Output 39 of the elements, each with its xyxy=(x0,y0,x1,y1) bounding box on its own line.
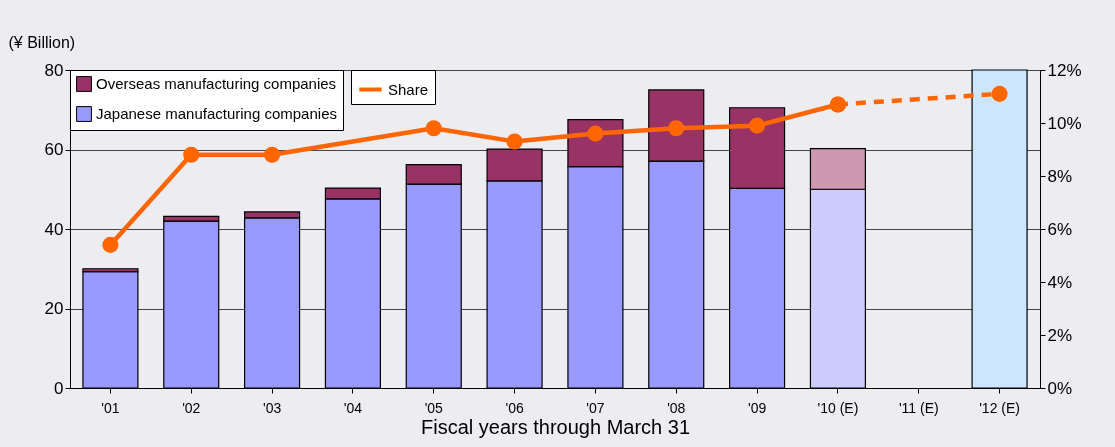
point xyxy=(264,146,281,163)
point xyxy=(183,146,200,163)
y-axis-title: (¥ Billion) xyxy=(8,33,76,51)
y-tick-label: 20 xyxy=(44,299,64,318)
y2-tick-label: 6% xyxy=(1047,219,1073,239)
y-tick-label: 0 xyxy=(54,378,64,398)
x-tick-label: '08 xyxy=(667,399,686,416)
y-tick-label: 60 xyxy=(44,140,64,159)
y2-tick-label: 8% xyxy=(1047,166,1073,186)
point xyxy=(668,120,685,137)
legend-label: Japanese manufacturing companies xyxy=(96,105,337,122)
x-tick-label: '04 xyxy=(343,399,363,416)
legend-label: Share xyxy=(388,80,429,98)
x-tick-label: '06 xyxy=(505,399,524,416)
x-tick-label: '09 xyxy=(747,399,767,416)
x-tick-label: '02 xyxy=(182,399,201,416)
point xyxy=(506,133,523,150)
y-tick-label: 40 xyxy=(44,219,64,239)
x-tick-label: '05 xyxy=(424,399,444,416)
x-tick-label: '10 (E) xyxy=(817,399,859,416)
point xyxy=(749,117,766,134)
x-tick-label: '12 (E) xyxy=(979,399,1020,416)
point xyxy=(991,85,1008,102)
y2-tick-label: 0% xyxy=(1047,378,1073,398)
point xyxy=(102,236,119,253)
x-tick-label: '07 xyxy=(586,399,605,416)
y2-tick-label: 12% xyxy=(1047,60,1082,80)
x-axis-title: Fiscal years through March 31 xyxy=(420,415,691,438)
x-tick-label: '11 (E) xyxy=(898,399,939,416)
y2-tick-label: 2% xyxy=(1047,325,1073,345)
y-tick-label: 80 xyxy=(44,60,64,80)
point xyxy=(587,125,604,142)
point xyxy=(425,120,442,137)
y2-tick-label: 4% xyxy=(1047,272,1073,292)
y2-tick-label: 10% xyxy=(1047,113,1082,133)
legend-label: Overseas manufacturing companies xyxy=(96,75,337,92)
point xyxy=(829,96,846,113)
x-tick-label: '01 xyxy=(101,399,120,416)
x-tick-label: '03 xyxy=(262,399,282,416)
